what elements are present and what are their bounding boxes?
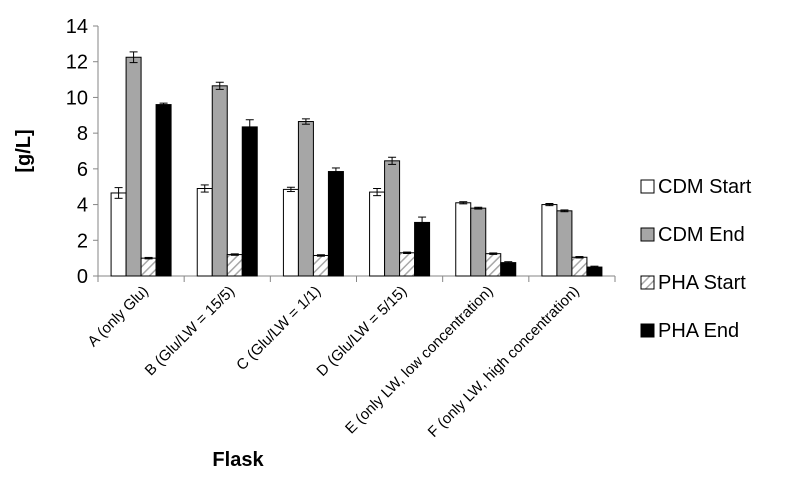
y-tick-label-2: 4 xyxy=(77,195,88,217)
y-tick-label-3: 6 xyxy=(77,159,88,181)
y-tick-label-0: 0 xyxy=(77,266,88,288)
bar-s0-c1 xyxy=(196,188,213,277)
y-tick-label-5: 10 xyxy=(66,87,88,109)
bar-s2-c4 xyxy=(485,253,502,277)
bar-s3-c4 xyxy=(500,262,517,277)
bar-s2-c1 xyxy=(226,254,243,277)
bar-s0-c4 xyxy=(455,202,472,277)
bar-s1-c2 xyxy=(297,121,314,277)
bar-s3-c1 xyxy=(241,126,258,277)
y-axis-title: [g/L] xyxy=(13,129,35,172)
bar-s3-c3 xyxy=(414,221,431,277)
y-tick-label-6: 12 xyxy=(66,52,88,74)
x-category-label-1: B (Glu/LW = 15/5) xyxy=(142,283,238,379)
bar-s0-c2 xyxy=(282,188,299,277)
y-tick-label-1: 2 xyxy=(77,230,88,252)
bar-s1-c3 xyxy=(384,160,401,277)
bar-s2-c2 xyxy=(312,254,329,277)
bar-s1-c1 xyxy=(211,85,228,277)
bar-s0-c5 xyxy=(541,204,558,277)
bar-s2-c3 xyxy=(399,252,416,277)
legend-label-2: PHA Start xyxy=(658,272,746,294)
legend-label-0: CDM Start xyxy=(658,176,752,198)
y-tick-label-4: 8 xyxy=(77,123,88,145)
x-category-label-5: F (only LW, high concentration) xyxy=(425,283,583,441)
x-category-label-3: D (Glu/LW = 5/15) xyxy=(313,283,410,380)
x-category-label-2: C (Glu/LW = 1/1) xyxy=(233,283,324,374)
bar-s2-c0 xyxy=(140,257,157,277)
legend-swatch-0 xyxy=(640,179,655,194)
bar-s3-c0 xyxy=(155,104,172,277)
legend-swatch-2 xyxy=(640,275,655,290)
bar-s0-c3 xyxy=(369,191,386,277)
legend-label-3: PHA End xyxy=(658,320,739,342)
plot-area: 0 2 4 6 8 10 12 14 A (only Glu)B (Glu/LW = 15/5)… xyxy=(66,16,616,441)
legend: CDM Start CDM End PHA Start PHA End xyxy=(640,176,752,342)
bar-s0-c0 xyxy=(110,192,127,277)
bar-s2-c5 xyxy=(571,256,588,277)
y-tick-label-7: 14 xyxy=(66,16,88,38)
bar-s1-c0 xyxy=(125,56,142,277)
bar-s3-c2 xyxy=(327,171,344,277)
x-category-label-4: E (only LW, low concentration) xyxy=(342,283,496,437)
x-category-label-0: A (only Glu) xyxy=(84,283,151,350)
legend-label-1: CDM End xyxy=(658,224,745,246)
legend-swatch-1 xyxy=(640,227,655,242)
bar-s1-c5 xyxy=(556,210,573,277)
bar-s1-c4 xyxy=(470,207,487,277)
x-axis-title: Flask xyxy=(212,449,264,471)
legend-swatch-3 xyxy=(640,323,655,338)
